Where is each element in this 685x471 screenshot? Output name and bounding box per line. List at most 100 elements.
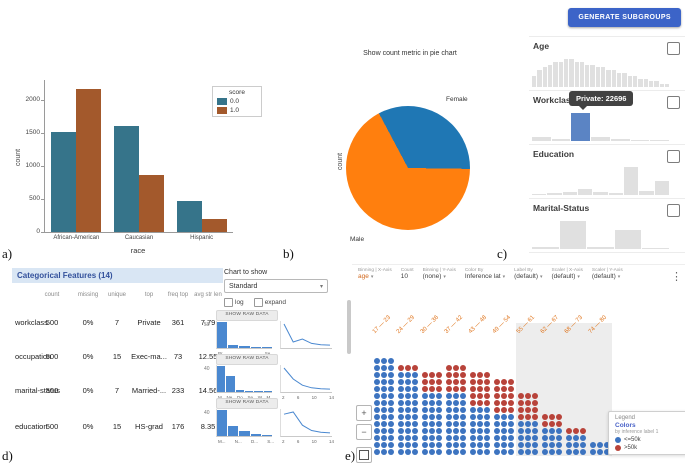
toolbar-dropdown-scaler---x-axis[interactable]: Scaler | X-Axis (default) ▾ (552, 268, 583, 280)
mini-x-label: N... (234, 439, 242, 444)
unit-dot (542, 414, 548, 420)
unit-dot (484, 428, 490, 434)
dot-column (590, 441, 610, 455)
cell-value: 8.35 (200, 422, 216, 431)
unit-dot (484, 449, 490, 455)
zoom-in-button[interactable]: + (356, 405, 372, 421)
histogram-bar (659, 84, 664, 87)
unit-dot (388, 407, 394, 413)
unit-dot (453, 442, 459, 448)
chevron-down-icon: ▾ (617, 273, 621, 280)
histogram-bar (601, 67, 606, 87)
unit-dot (436, 435, 442, 441)
checkbox[interactable] (667, 150, 680, 163)
unit-dot (501, 435, 507, 441)
unit-dot (381, 414, 387, 420)
unit-dot (388, 365, 394, 371)
toolbar-caption: Color By (464, 268, 484, 273)
checkbox-label: expand (264, 299, 287, 306)
dot-column (398, 364, 418, 455)
unit-dot (470, 400, 476, 406)
checkbox[interactable] (667, 96, 680, 109)
unit-dot (374, 372, 380, 378)
show-raw-data-button[interactable]: SHOW RAW DATA (216, 354, 278, 365)
subgroup-label: Age (533, 41, 550, 51)
mini-bar-chart (216, 321, 273, 349)
fullscreen-button[interactable] (356, 447, 372, 463)
toolbar-dropdown-count[interactable]: Count 10 (401, 268, 414, 280)
dot-row (398, 365, 418, 371)
checkbox-box (224, 298, 233, 307)
dot-row (590, 449, 610, 455)
dot-row (470, 379, 490, 385)
unit-dot (398, 414, 404, 420)
dot-column (422, 371, 442, 455)
kebab-menu-icon[interactable]: ⋮ (671, 271, 682, 283)
toolbar-dropdown-binning---x-axis[interactable]: Binning | X-Axis age ▾ (358, 268, 392, 280)
dot-row (470, 449, 490, 455)
legend-swatch (217, 98, 227, 105)
histogram-bar (579, 61, 585, 87)
bin-label: 37 — 42 (443, 314, 465, 335)
unit-dot (422, 428, 428, 434)
toolbar-dropdown-scaler---y-axis[interactable]: Scaler | Y-Axis (default) ▾ (592, 268, 623, 280)
generate-subgroups-button[interactable]: GENERATE SUBGROUPS (568, 8, 681, 27)
unit-chart-toolbar: Binning | X-Axis age ▾ Count 10 Binning | Y-A… (358, 268, 623, 280)
dot-row (374, 428, 394, 434)
unit-dot (374, 365, 380, 371)
legend-dot (615, 445, 621, 451)
unit-dot (597, 449, 603, 455)
dot-row (566, 435, 586, 441)
chart-type-select[interactable]: Standard ▾ (224, 279, 328, 293)
unit-dot (518, 400, 524, 406)
checkbox-log[interactable]: log (224, 298, 244, 307)
unit-dot (422, 386, 428, 392)
unit-dot (453, 386, 459, 392)
histogram-bar (559, 221, 587, 249)
histogram-bar-highlighted[interactable] (571, 113, 591, 141)
unit-dot (405, 400, 411, 406)
unit-dot (422, 400, 428, 406)
unit-dot (398, 379, 404, 385)
unit-dot (484, 435, 490, 441)
dot-row (518, 435, 538, 441)
toolbar-dropdown-color-by[interactable]: Color By Inference lat ▾ (465, 268, 505, 280)
histogram-bar (532, 136, 551, 141)
unit-dot (532, 393, 538, 399)
dot-row (494, 414, 514, 420)
scrollbar[interactable] (347, 300, 351, 354)
toolbar-dropdown-binning---y-axis[interactable]: Binning | Y-Axis (none) ▾ (423, 268, 456, 280)
unit-dot (436, 386, 442, 392)
histogram-bar (623, 167, 639, 195)
histogram-bar (642, 247, 669, 249)
checkbox-expand[interactable]: expand (253, 298, 287, 307)
show-raw-data-button[interactable]: SHOW RAW DATA (216, 398, 278, 409)
toolbar-dropdown-label-by[interactable]: Label By (default) ▾ (514, 268, 542, 280)
unit-dot (398, 386, 404, 392)
unit-dot (542, 449, 548, 455)
mini-bar (217, 322, 228, 348)
unit-dot (388, 428, 394, 434)
mini-bar (235, 389, 244, 392)
unit-dot (525, 400, 531, 406)
toolbar-value-text: age (358, 273, 369, 280)
show-raw-data-button[interactable]: SHOW RAW DATA (216, 310, 278, 321)
unit-dot (405, 442, 411, 448)
unit-dot (460, 365, 466, 371)
toolbar-value: (default) ▾ (552, 273, 583, 280)
checkbox[interactable] (667, 42, 680, 55)
unit-dot (501, 386, 507, 392)
checkbox[interactable] (667, 204, 680, 217)
dot-row (374, 449, 394, 455)
dot-row (518, 414, 538, 420)
dot-row (422, 421, 442, 427)
unit-dot (518, 442, 524, 448)
dot-row (470, 414, 490, 420)
zoom-out-button[interactable]: − (356, 424, 372, 440)
unit-dot (484, 442, 490, 448)
unit-dot (542, 442, 548, 448)
unit-dot (518, 393, 524, 399)
dot-row (518, 442, 538, 448)
legend-entry-label: 1.0 (230, 107, 240, 114)
cell-value: 0% (82, 422, 94, 431)
